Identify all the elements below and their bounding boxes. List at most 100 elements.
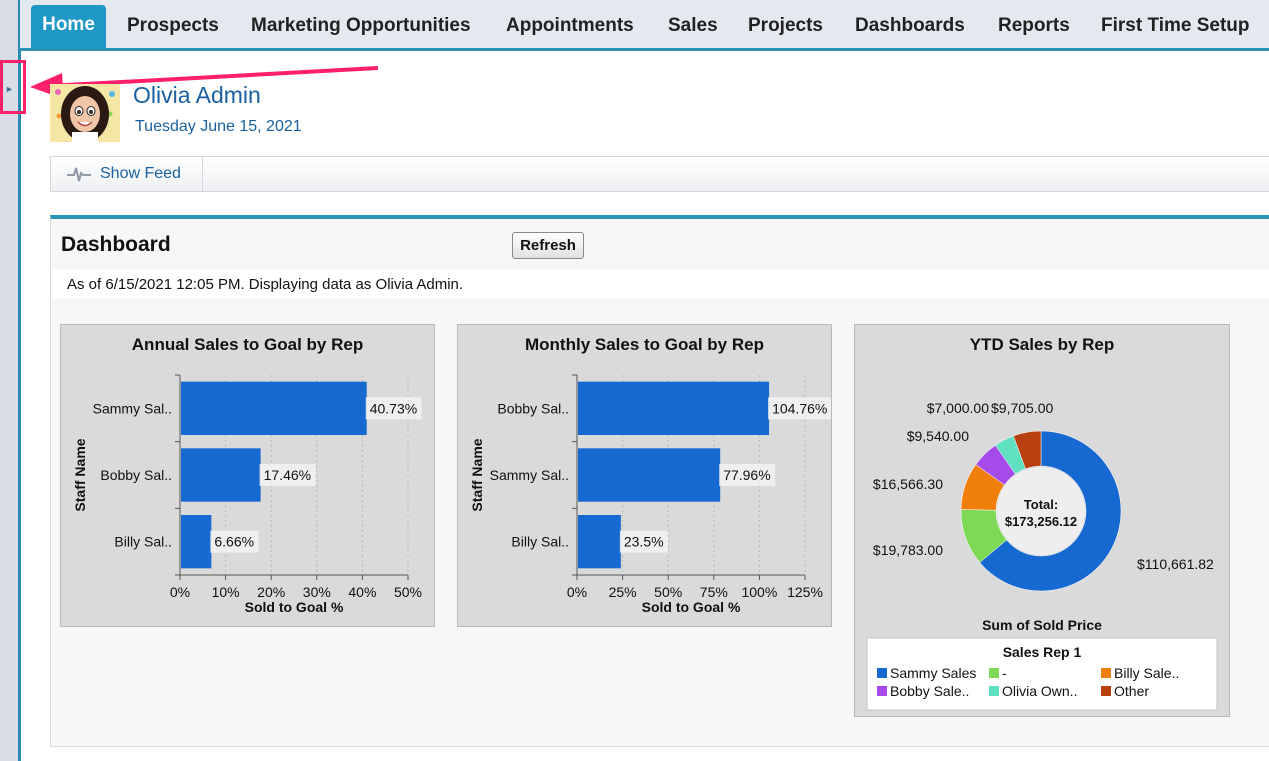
bar-chart-svg: Annual Sales to Goal by Rep 0% 10% 20% 30% 40… [72,335,422,615]
current-date: Tuesday June 15, 2021 [135,118,302,135]
annual-sales-chart[interactable]: Annual Sales to Goal by Rep 0% 10% 20% 30% 40… [60,324,435,627]
legend-swatch [989,686,999,696]
show-feed-label: Show Feed [100,165,181,182]
chart-title: Annual Sales to Goal by Rep [132,335,363,354]
x-tick-label: 25% [609,584,637,600]
x-tick-label: 125% [787,584,823,600]
main-nav: Home Prospects Marketing Opportunities A… [20,0,1269,51]
x-tick-label: 10% [212,584,240,600]
tab-projects[interactable]: Projects [748,15,823,36]
x-tick-label: 100% [741,584,777,600]
x-axis-label: Sold to Goal % [245,599,344,615]
tab-dashboards[interactable]: Dashboards [855,15,965,36]
legend-label: Other [1114,683,1149,699]
x-tick-label: 40% [348,584,376,600]
data-label: 104.76% [772,400,827,416]
tab-reports[interactable]: Reports [998,15,1070,36]
legend-label: - [1002,665,1007,681]
ytd-sales-chart[interactable]: YTD Sales by Rep Total: $173,256.12 $110,66… [854,324,1230,717]
monthly-sales-chart[interactable]: Monthly Sales to Goal by Rep 0% 25% 50% 75% 1… [457,324,832,627]
y-tick-label: Billy Sal.. [114,534,172,550]
y-axis-label: Staff Name [72,438,88,511]
donut-chart-svg: YTD Sales by Rep Total: $173,256.12 $110,66… [866,335,1218,711]
slice-value-label: $19,783.00 [873,542,943,558]
bar [578,448,721,502]
avatar [50,84,120,142]
tab-home[interactable]: Home [31,5,106,48]
slice-value-label: $7,000.00 [927,400,989,416]
callout-highlight-box [0,60,26,114]
y-tick-label: Sammy Sal.. [490,467,569,483]
data-label-bg [768,397,831,420]
legend-label: Bobby Sale.. [890,683,969,699]
x-axis-label: Sum of Sold Price [982,617,1102,633]
data-label-bg [210,530,259,553]
dashboard-section: Dashboard Refresh As of 6/15/2021 12:05 … [50,215,1269,747]
data-label-bg [365,397,422,420]
bar [181,381,367,435]
tab-first-time-setup[interactable]: First Time Setup [1101,15,1250,36]
legend-label: Sammy Sales [890,665,976,681]
chart-title: YTD Sales by Rep [970,335,1115,354]
sidebar-strip: ► [0,0,21,761]
y-axis-label: Staff Name [469,438,485,511]
legend-title: Sales Rep 1 [1003,644,1082,660]
x-tick-label: 0% [170,584,190,600]
y-tick-label: Bobby Sal.. [497,400,569,416]
legend-swatch [877,668,887,678]
data-label-bg [619,530,668,553]
donut-slice [979,430,1122,592]
slice-value-label: $9,705.00 [991,400,1053,416]
x-tick-label: 50% [394,584,422,600]
bar [578,515,621,569]
data-label: 77.96% [723,467,770,483]
donut-center-value: $173,256.12 [1005,514,1077,529]
slice-value-label: $110,661.82 [1137,556,1214,572]
x-tick-label: 20% [257,584,285,600]
tab-sales[interactable]: Sales [668,15,718,36]
bar [181,515,212,569]
y-tick-label: Sammy Sal.. [93,400,172,416]
x-tick-label: 30% [303,584,331,600]
bar [181,448,261,502]
user-name-link[interactable]: Olivia Admin [133,82,261,108]
slice-value-label: $9,540.00 [907,428,969,444]
data-label-bg [259,464,316,486]
legend-label: Billy Sale.. [1114,665,1179,681]
data-label: 23.5% [624,534,664,550]
legend-swatch [1101,686,1111,696]
chart-title: Monthly Sales to Goal by Rep [525,335,764,354]
legend-box [866,637,1218,711]
legend-swatch [877,686,887,696]
tab-marketing-opportunities[interactable]: Marketing Opportunities [251,15,471,36]
donut-slice [1013,430,1042,470]
y-tick-label: Bobby Sal.. [100,467,172,483]
bar-chart-svg: Monthly Sales to Goal by Rep 0% 25% 50% 75% 1… [469,335,831,615]
data-label-bg [719,464,776,486]
dashboard-title: Dashboard [61,233,171,256]
x-axis-label: Sold to Goal % [642,599,741,615]
data-label: 6.66% [214,534,254,550]
feed-toolbar: Show Feed [50,156,1269,192]
tab-appointments[interactable]: Appointments [506,15,634,36]
tab-prospects[interactable]: Prospects [127,15,219,36]
feed-pulse-icon [67,167,91,182]
refresh-button[interactable]: Refresh [512,232,584,259]
legend-swatch [989,668,999,678]
data-label: 40.73% [370,400,417,416]
donut-hole [997,467,1085,555]
triangle-right-icon[interactable]: ► [5,84,14,94]
show-feed-button[interactable]: Show Feed [51,157,203,191]
as-of-text: As of 6/15/2021 12:05 PM. Displaying dat… [67,276,464,293]
slice-value-label: $16,566.30 [873,476,943,492]
legend-swatch [1101,668,1111,678]
x-tick-label: 0% [567,584,587,600]
bar [578,381,770,435]
x-tick-label: 75% [700,584,728,600]
legend-label: Olivia Own.. [1002,683,1077,699]
y-tick-label: Billy Sal.. [511,534,569,550]
as-of-bar: As of 6/15/2021 12:05 PM. Displaying dat… [51,269,1269,299]
data-label: 17.46% [264,467,311,483]
donut-center-label: Total: [1024,497,1058,512]
x-tick-label: 50% [654,584,682,600]
